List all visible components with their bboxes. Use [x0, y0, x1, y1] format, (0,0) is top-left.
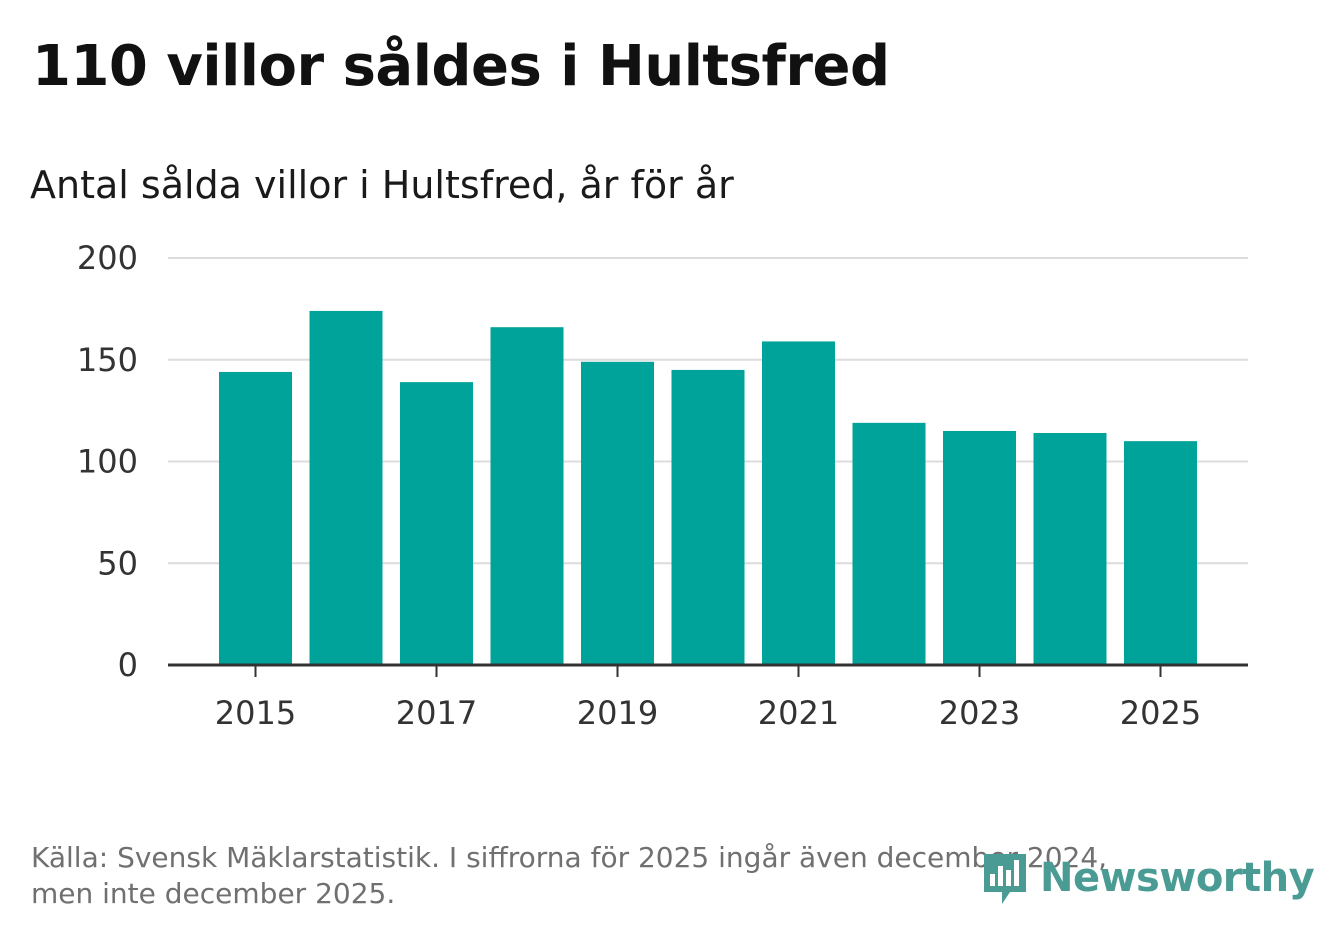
- newsworthy-logo: Newsworthy: [980, 848, 1315, 908]
- bars: [219, 310, 1197, 665]
- source-note: Källa: Svensk Mäklarstatistik. I siffror…: [31, 840, 1231, 912]
- x-tick-label: 2021: [758, 694, 839, 732]
- y-tick-label: 0: [118, 646, 138, 684]
- x-tick-label: 2019: [577, 694, 658, 732]
- bar-chart: 0 50 100 150 200 2015 2017 2019 2021 2023 2025: [77, 239, 1248, 732]
- bar-2020: [671, 369, 745, 665]
- x-tick-label: 2017: [396, 694, 477, 732]
- x-tick-label: 2023: [939, 694, 1020, 732]
- x-tick-label: 2025: [1120, 694, 1201, 732]
- chart-subtitle: Antal sålda villor i Hultsfred, år för å…: [30, 163, 734, 207]
- bar-2015: [219, 371, 292, 665]
- source-line-2: men inte december 2025.: [31, 877, 396, 910]
- logo-text: Newsworthy: [1040, 855, 1315, 901]
- x-tick-label: 2015: [215, 694, 296, 732]
- chart-title: 110 villor såldes i Hultsfred: [32, 34, 890, 99]
- bar-2025: [1124, 441, 1197, 665]
- bar-2023: [943, 430, 1016, 665]
- y-tick-label: 200: [77, 239, 138, 277]
- bar-2024: [1033, 433, 1107, 665]
- y-tick-label: 100: [77, 443, 138, 481]
- axes: 0 50 100 150 200 2015 2017 2019 2021 2023 2025: [77, 239, 1248, 732]
- bar-2016: [309, 310, 383, 665]
- bar-2022: [852, 422, 926, 665]
- bar-2021: [762, 341, 835, 665]
- bar-2019: [581, 361, 654, 665]
- newsworthy-logo-icon: [984, 854, 1026, 904]
- bar-2017: [400, 382, 473, 665]
- bar-2018: [490, 327, 564, 665]
- y-tick-label: 150: [77, 341, 138, 379]
- y-tick-label: 50: [97, 544, 138, 582]
- source-line-1: Källa: Svensk Mäklarstatistik. I siffror…: [31, 841, 1108, 874]
